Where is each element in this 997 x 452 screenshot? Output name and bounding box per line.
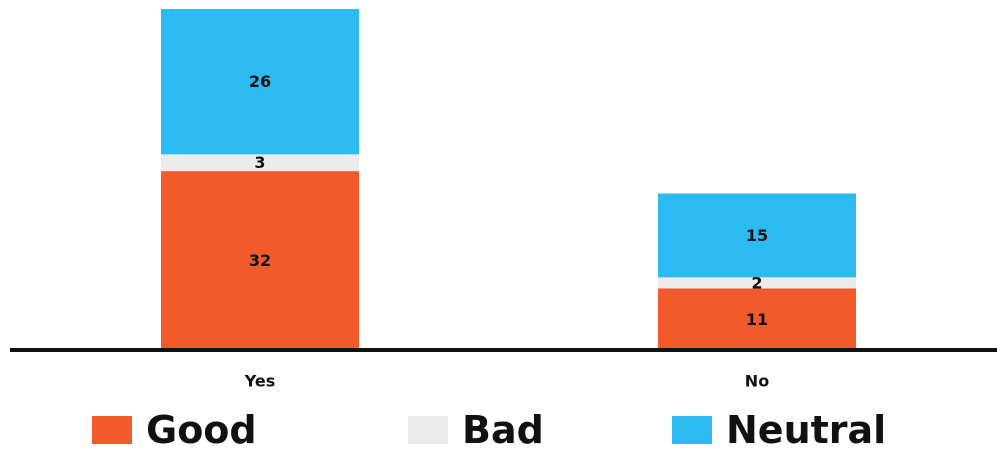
category-label-no: No [745, 372, 769, 391]
legend-item-good: Good [92, 410, 257, 450]
legend-label-good: Good [146, 408, 257, 452]
bar-yes-neutral [161, 9, 359, 155]
bar-no-bad [658, 277, 856, 289]
legend-label-bad: Bad [462, 408, 544, 452]
bar-yes-bad [161, 154, 359, 172]
value-label-yes-neutral: 26 [249, 72, 271, 91]
legend-swatch-bad [408, 416, 448, 444]
bars-group [161, 9, 856, 350]
value-label-no-good: 11 [746, 310, 768, 329]
value-label-no-neutral: 15 [746, 226, 768, 245]
value-label-yes-good: 32 [249, 251, 271, 270]
legend-swatch-good [92, 416, 132, 444]
legend-label-neutral: Neutral [726, 408, 887, 452]
value-label-no-bad: 2 [751, 273, 762, 292]
bar-no-neutral [658, 193, 856, 278]
bar-no-good [658, 288, 856, 350]
legend: Good Bad Neutral [0, 410, 997, 450]
category-label-yes: Yes [244, 372, 276, 391]
legend-item-neutral: Neutral [672, 410, 886, 450]
legend-swatch-neutral [672, 416, 712, 444]
category-labels-group: Yes No [244, 372, 769, 391]
value-labels-group: 32 3 26 11 2 15 [249, 72, 768, 329]
value-label-yes-bad: 3 [254, 153, 265, 172]
bar-yes-good [161, 171, 359, 350]
legend-item-bad: Bad [408, 410, 544, 450]
